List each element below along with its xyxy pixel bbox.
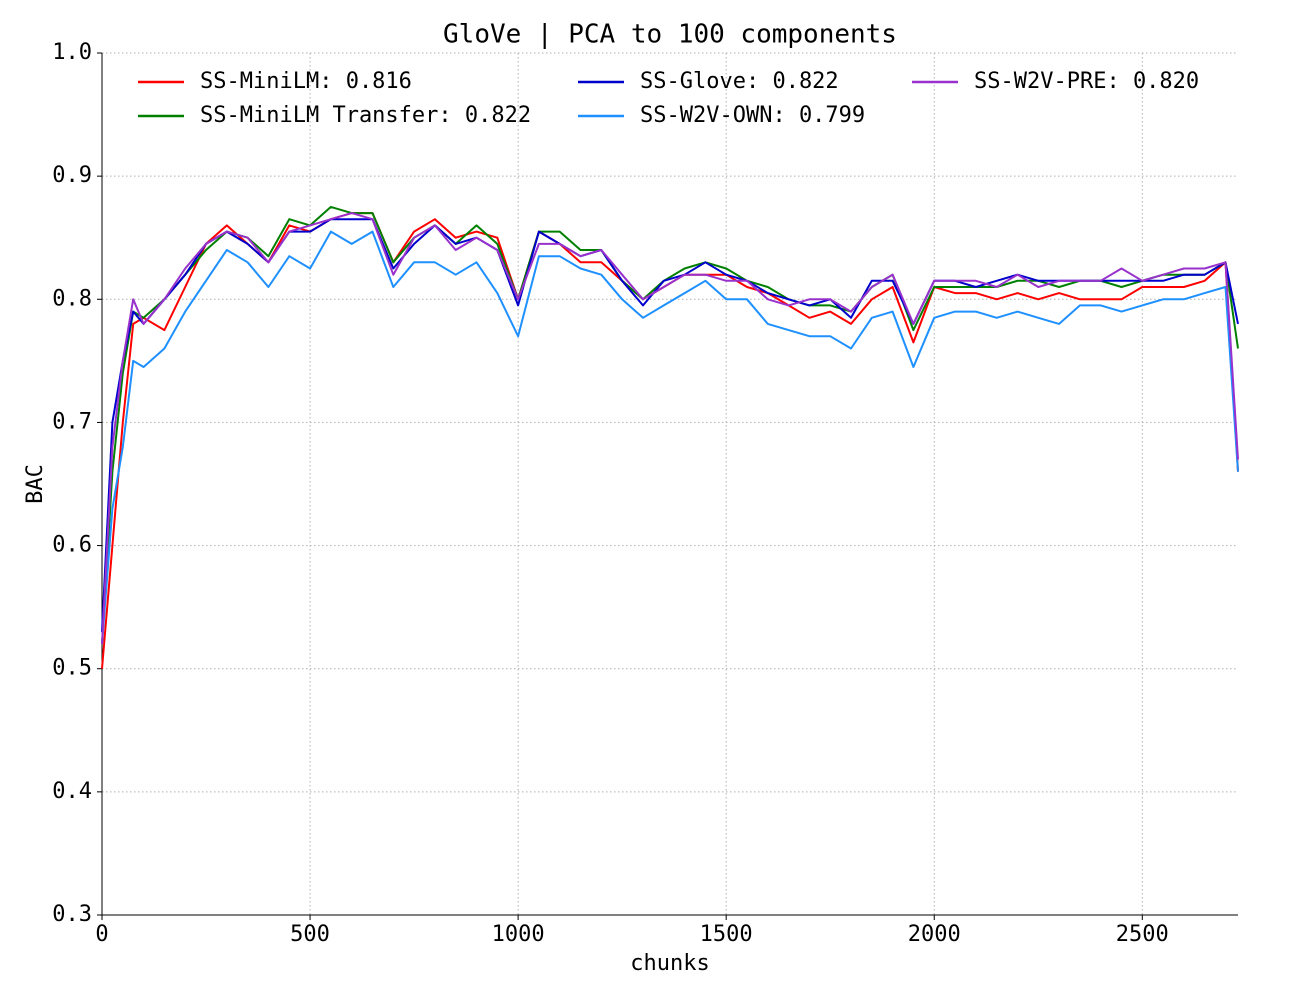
y-axis-label: BAC — [23, 464, 48, 504]
y-tick-label: 0.5 — [52, 656, 92, 681]
y-tick-label: 0.9 — [52, 163, 92, 188]
y-tick-label: 0.8 — [52, 286, 92, 311]
legend-label: SS-Glove: 0.822 — [640, 69, 839, 94]
x-tick-label: 0 — [95, 922, 108, 947]
y-tick-label: 0.3 — [52, 902, 92, 927]
legend-label: SS-W2V-PRE: 0.820 — [974, 69, 1199, 94]
x-axis-label: chunks — [630, 951, 709, 976]
y-tick-label: 0.7 — [52, 409, 92, 434]
y-tick-label: 1.0 — [52, 40, 92, 65]
x-tick-label: 500 — [290, 922, 330, 947]
x-tick-label: 1500 — [700, 922, 753, 947]
series-line — [101, 205, 1239, 645]
legend-label: SS-MiniLM Transfer: 0.822 — [200, 103, 531, 128]
y-tick-label: 0.6 — [52, 533, 92, 558]
x-tick-label: 2000 — [908, 922, 961, 947]
y-tick-label: 0.4 — [52, 779, 92, 804]
x-tick-label: 2500 — [1116, 922, 1169, 947]
series-line — [101, 212, 1239, 645]
chart-title: GloVe | PCA to 100 components — [443, 20, 897, 50]
series-line — [101, 230, 1239, 645]
x-tick-label: 1000 — [492, 922, 545, 947]
legend-label: SS-MiniLM: 0.816 — [200, 69, 412, 94]
legend-label: SS-W2V-OWN: 0.799 — [640, 103, 865, 128]
